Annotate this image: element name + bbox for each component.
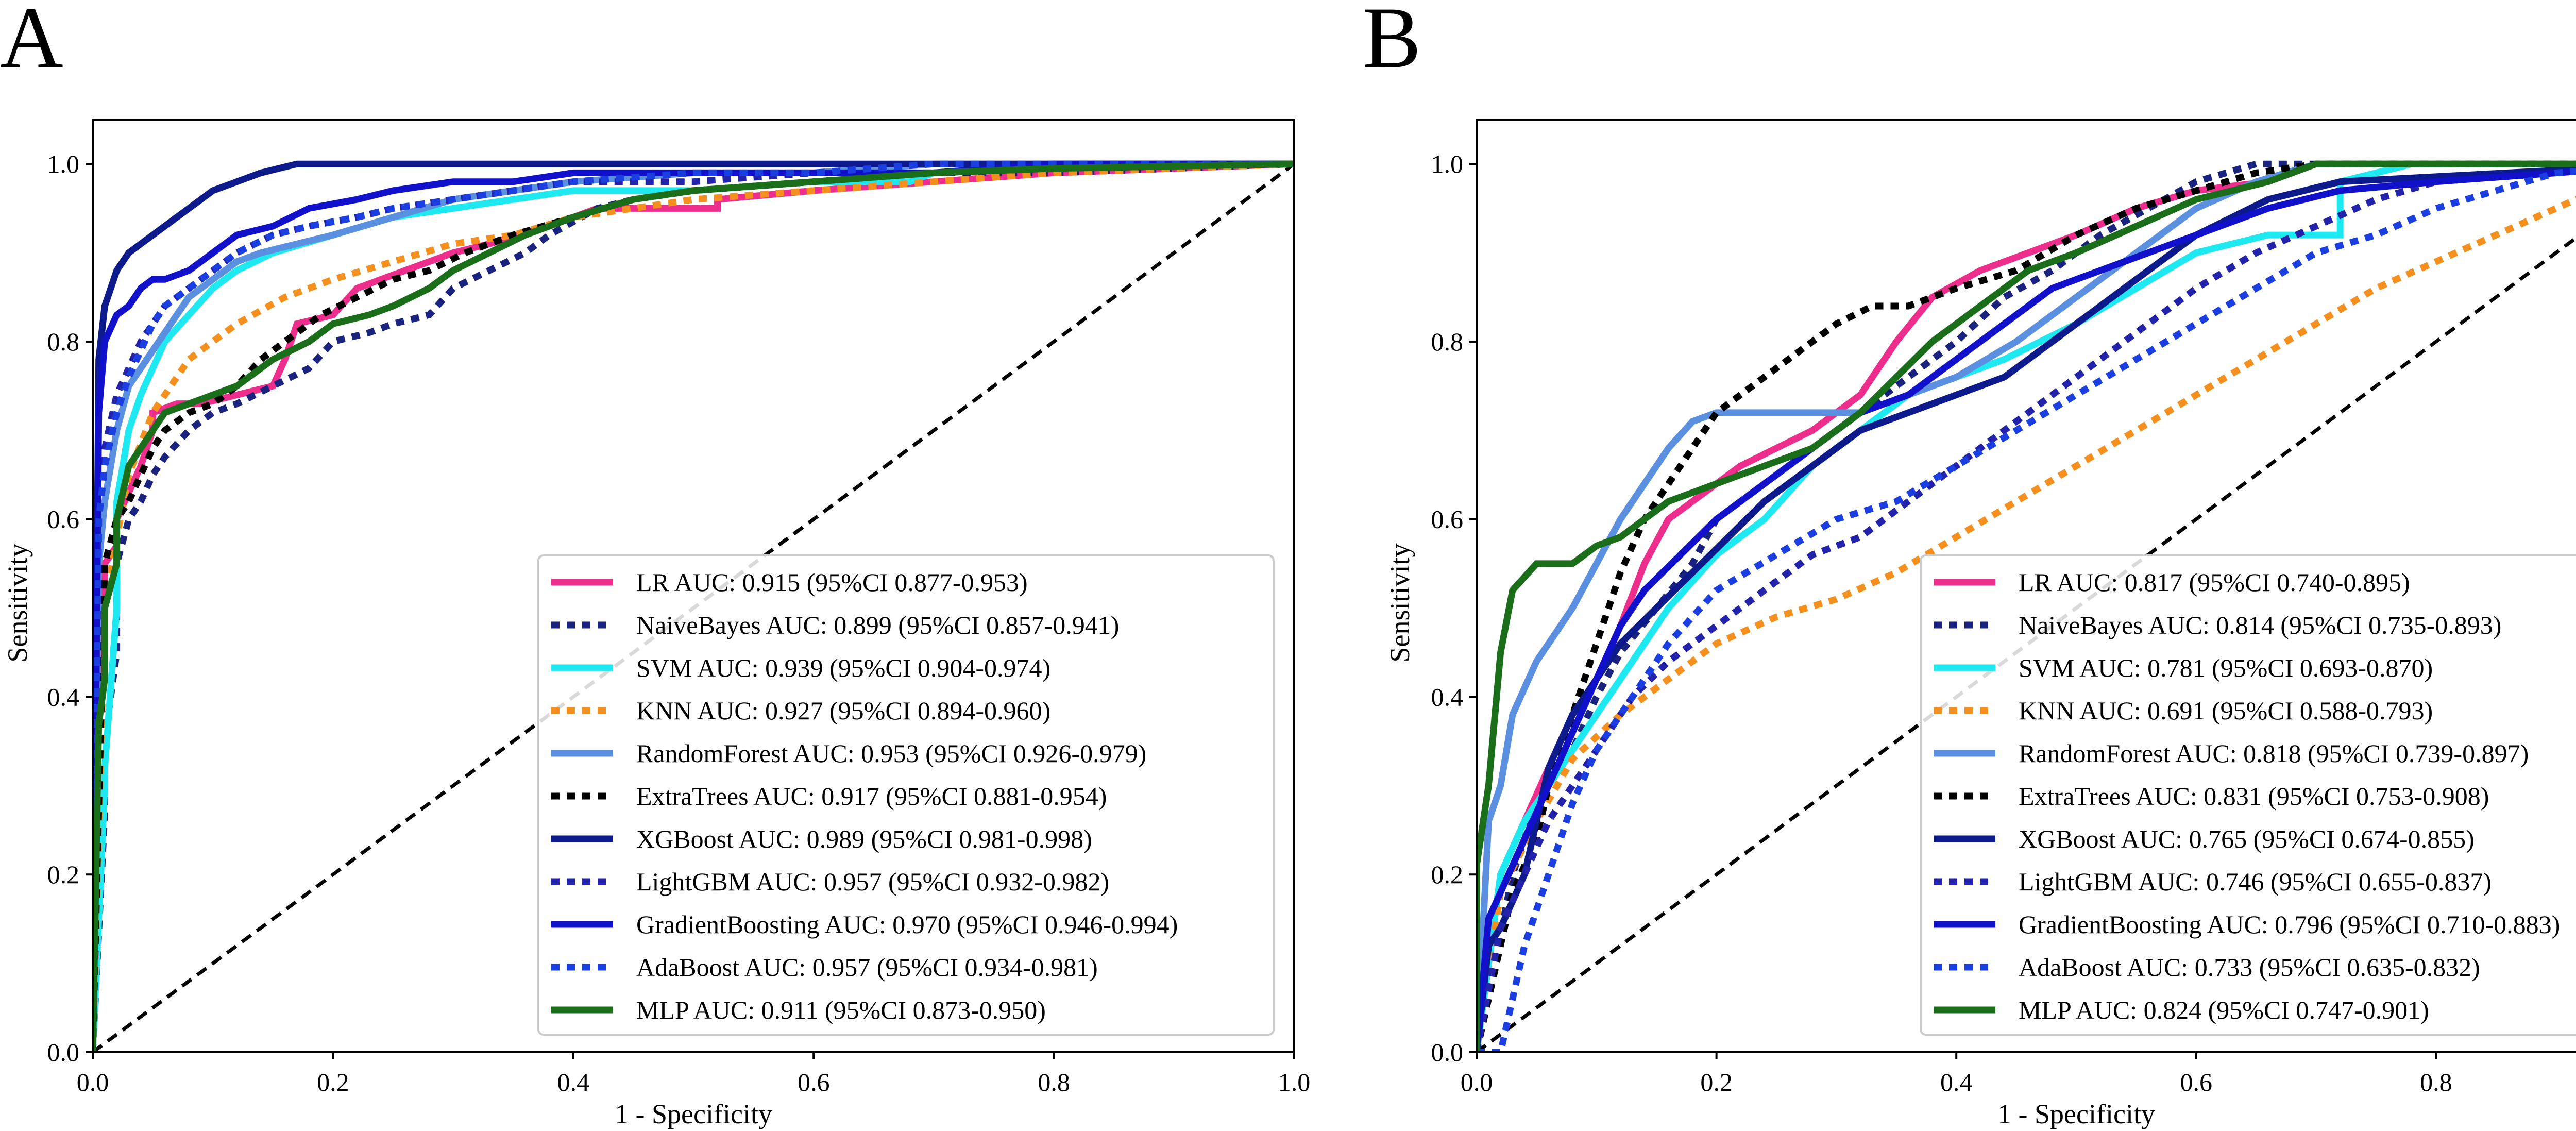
x-tick-label: 0.0 xyxy=(77,1068,109,1096)
roc-curve-xgboost xyxy=(1477,165,2576,1052)
roc-curve-knn xyxy=(1477,196,2576,1052)
y-tick-label: 0.6 xyxy=(1431,505,1464,534)
roc-panel-b: B 0.00.20.40.60.81.00.00.20.40.60.81.0 1… xyxy=(1363,0,2576,1129)
y-axis-title-b: Sensitivity xyxy=(1384,543,1415,662)
y-tick-label: 0.4 xyxy=(1431,682,1464,711)
legend-label-svm: SVM AUC: 0.781 (95%CI 0.693-0.870) xyxy=(2019,653,2433,682)
y-axis-title-a: Sensitivity xyxy=(2,543,33,662)
axis-ticks-b: 0.00.20.40.60.81.00.00.20.40.60.81.0 xyxy=(1431,149,2452,1096)
legend-box xyxy=(537,554,1275,1036)
y-tick-label: 0.8 xyxy=(1431,327,1464,356)
roc-panel-a: A 0.0 0.2 0.4 0.6 0.8 1.0 0.0 0.2 0.4 0.6 0.8 1.0 1… xyxy=(0,0,1310,1129)
legend-b: LR AUC: 0.817 (95%CI 0.740-0.895) NaiveBa… xyxy=(1920,554,2576,1036)
y-tick-label: 0.2 xyxy=(47,860,80,889)
y-tick-label: 0.0 xyxy=(1431,1038,1464,1067)
legend-label-gradientboosting: GradientBoosting AUC: 0.796 (95%CI 0.710… xyxy=(2019,910,2560,939)
roc-curve-gradientboosting xyxy=(93,160,1294,1052)
legend-label-lr: LR AUC: 0.817 (95%CI 0.740-0.895) xyxy=(2019,568,2410,597)
legend-label-extratrees: ExtraTrees AUC: 0.917 (95%CI 0.881-0.954… xyxy=(636,782,1107,811)
legend-label-mlp: MLP AUC: 0.911 (95%CI 0.873-0.950) xyxy=(636,995,1046,1024)
legend-a: LR AUC: 0.915 (95%CI 0.877-0.953) NaiveBa… xyxy=(537,554,1275,1036)
y-tick-label: 0.2 xyxy=(1431,860,1464,889)
legend-label-naivebayes: NaiveBayes AUC: 0.814 (95%CI 0.735-0.893… xyxy=(2019,611,2501,639)
legend-label-lightgbm: LightGBM AUC: 0.957 (95%CI 0.932-0.982) xyxy=(636,867,1109,896)
x-tick-label: 0.2 xyxy=(1700,1068,1733,1096)
axis-ticks-a: 0.0 0.2 0.4 0.6 0.8 1.0 0.0 0.2 0.4 0.6 0.8 1.0 xyxy=(47,149,1311,1096)
legend-label-xgboost: XGBoost AUC: 0.765 (95%CI 0.674-0.855) xyxy=(2019,824,2475,853)
legend-label-extratrees: ExtraTrees AUC: 0.831 (95%CI 0.753-0.908… xyxy=(2019,782,2489,811)
legend-label-randomforest: RandomForest AUC: 0.818 (95%CI 0.739-0.8… xyxy=(2019,739,2529,768)
roc-curve-xgboost xyxy=(93,160,1294,1052)
legend-label-svm: SVM AUC: 0.939 (95%CI 0.904-0.974) xyxy=(636,653,1050,682)
roc-curve-adaboost xyxy=(93,160,1294,1052)
roc-curve-mlp xyxy=(1477,160,2576,1052)
legend-label-knn: KNN AUC: 0.691 (95%CI 0.588-0.793) xyxy=(2019,696,2433,725)
y-tick-label: 0.8 xyxy=(47,327,80,356)
roc-curve-lightgbm xyxy=(1477,168,2576,1052)
legend-label-mlp: MLP AUC: 0.824 (95%CI 0.747-0.901) xyxy=(2019,995,2429,1024)
legend-label-xgboost: XGBoost AUC: 0.989 (95%CI 0.981-0.998) xyxy=(636,824,1092,853)
legend-label-lightgbm: LightGBM AUC: 0.746 (95%CI 0.655-0.837) xyxy=(2019,867,2492,896)
legend-label-randomforest: RandomForest AUC: 0.953 (95%CI 0.926-0.9… xyxy=(636,739,1146,768)
legend-box xyxy=(1920,554,2576,1036)
roc-curve-mlp xyxy=(93,160,1294,1052)
roc-curve-adaboost xyxy=(1477,168,2576,1052)
y-tick-label: 1.0 xyxy=(1431,149,1464,178)
y-tick-label: 0.6 xyxy=(47,505,80,534)
panel-label-b: B xyxy=(1363,0,1421,86)
y-tick-label: 0.4 xyxy=(47,682,80,711)
x-tick-label: 0.2 xyxy=(317,1068,349,1096)
x-tick-label: 0.4 xyxy=(557,1068,590,1096)
x-tick-label: 0.6 xyxy=(798,1068,830,1096)
plot-frame xyxy=(1476,119,2576,1053)
x-tick-label: 0.4 xyxy=(1940,1068,1973,1096)
x-tick-label: 0.6 xyxy=(2180,1068,2213,1096)
y-tick-label: 0.0 xyxy=(47,1038,80,1067)
y-tick-label: 1.0 xyxy=(47,149,80,178)
x-axis-title-b: 1 - Specificity xyxy=(1997,1099,2155,1129)
legend-label-naivebayes: NaiveBayes AUC: 0.899 (95%CI 0.857-0.941… xyxy=(636,611,1119,639)
x-tick-label: 0.0 xyxy=(1461,1068,1493,1096)
roc-curve-extratrees xyxy=(93,160,1294,1052)
x-tick-label: 0.8 xyxy=(1038,1068,1070,1096)
x-axis-title-a: 1 - Specificity xyxy=(615,1099,772,1129)
x-tick-label: 1.0 xyxy=(1278,1068,1311,1096)
legend-label-lr: LR AUC: 0.915 (95%CI 0.877-0.953) xyxy=(636,568,1028,597)
legend-label-knn: KNN AUC: 0.927 (95%CI 0.894-0.960) xyxy=(636,696,1050,725)
x-tick-label: 0.8 xyxy=(2420,1068,2452,1096)
legend-label-adaboost: AdaBoost AUC: 0.957 (95%CI 0.934-0.981) xyxy=(636,953,1098,982)
legend-label-gradientboosting: GradientBoosting AUC: 0.970 (95%CI 0.946… xyxy=(636,910,1178,939)
plot-frame xyxy=(92,119,1295,1053)
curves-a xyxy=(93,160,1294,1052)
roc-curve-randomforest xyxy=(1477,160,2576,1052)
panel-label-a: A xyxy=(0,0,63,86)
legend-label-adaboost: AdaBoost AUC: 0.733 (95%CI 0.635-0.832) xyxy=(2019,953,2480,982)
plot-area-a xyxy=(92,119,1295,1053)
